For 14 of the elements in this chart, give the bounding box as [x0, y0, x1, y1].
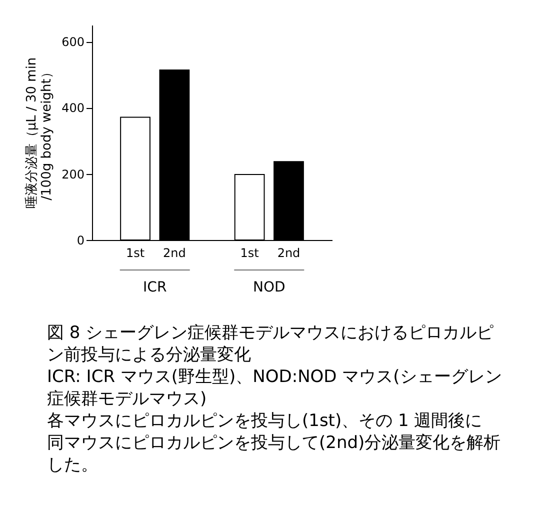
series-label: 1st — [126, 246, 145, 260]
y-tick-label: 400 — [62, 101, 84, 116]
caption: 図 8 シェーグレン症候群モデルマウスにおけるピロカルピン前投与による分泌量変化 — [47, 323, 494, 365]
y-axis-title: 唾液分泌量（μL / 30 min /100g body weight） — [24, 57, 55, 209]
x-tick-label: NOD — [253, 280, 286, 296]
text: ICR: ICR マウス(野生型)、NOD:NOD マウス(シェーグレン症候群モデルマウス) — [47, 367, 502, 409]
y-tick-label: 0 — [76, 234, 84, 248]
y-tick-label: 600 — [62, 35, 84, 50]
x-tick-label: ICR — [143, 280, 167, 296]
text: 各マウスにピロカルピンを投与し(1st)、その 1 週間後に同マウスにピロカルピンを投与して(2nd)分泌量変化を解析した。 — [47, 411, 501, 475]
text: 2nd — [277, 246, 300, 260]
series-label: 2nd — [163, 246, 186, 260]
y-tick-label: 200 — [62, 167, 84, 182]
text: 1st — [240, 246, 259, 260]
